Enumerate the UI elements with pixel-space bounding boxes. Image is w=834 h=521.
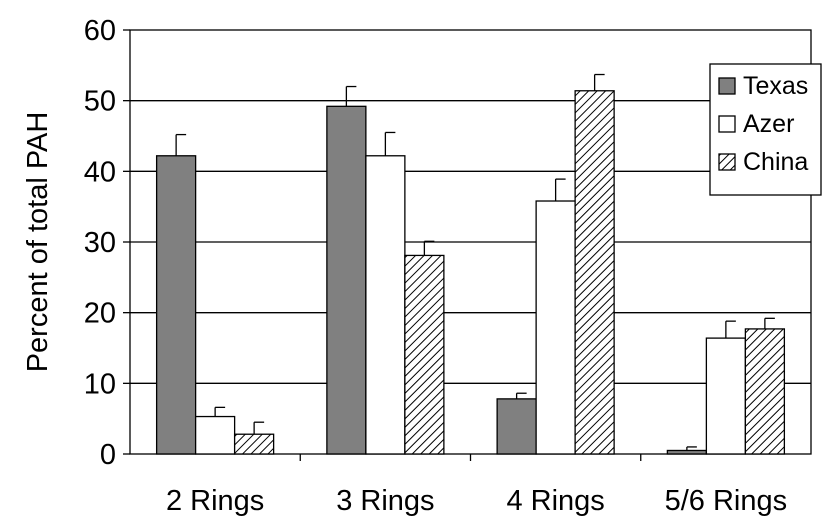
y-tick-label: 0 (100, 439, 116, 471)
bar-texas-0 (155, 155, 197, 455)
y-tick-label: 60 (84, 15, 116, 47)
bar-china-3 (744, 328, 786, 455)
x-category-label: 2 Rings (166, 485, 264, 517)
x-category-label: 5/6 Rings (665, 485, 788, 517)
bar-azer-1 (365, 155, 406, 455)
x-category-label: 3 Rings (336, 485, 434, 517)
bar-azer-3 (705, 337, 747, 455)
legend-swatch-china (718, 153, 736, 171)
legend-swatch-azer (718, 115, 736, 133)
bars (155, 73, 786, 455)
bar-texas-3 (666, 449, 708, 455)
gridlines (130, 100, 811, 384)
legend-swatch-texas (718, 77, 736, 95)
y-tick-label: 30 (84, 227, 116, 259)
y-tick-label: 40 (84, 156, 116, 188)
bar-azer-0 (194, 415, 236, 455)
bar-azer-2 (535, 200, 576, 455)
y-tick-label: 50 (84, 86, 116, 118)
legend-label-texas: Texas (743, 72, 808, 100)
bar-texas-1 (326, 105, 367, 455)
legend-label-china: China (743, 148, 808, 176)
bar-china-2 (574, 90, 615, 455)
bar-texas-2 (496, 398, 537, 455)
legend-label-azer: Azer (743, 110, 794, 138)
x-axis-labels: 2 Rings 3 Rings 4 Rings 5/6 Rings (166, 454, 787, 517)
legend: Texas Azer China (709, 63, 822, 196)
y-axis-title: Percent of total PAH (22, 112, 54, 373)
bar-china-1 (404, 254, 445, 455)
bar-china-0 (233, 433, 275, 455)
x-category-label: 4 Rings (506, 485, 604, 517)
y-axis-ticks: 0 10 20 30 40 50 60 (84, 15, 130, 471)
y-tick-label: 20 (84, 298, 116, 330)
y-tick-label: 10 (84, 368, 116, 400)
